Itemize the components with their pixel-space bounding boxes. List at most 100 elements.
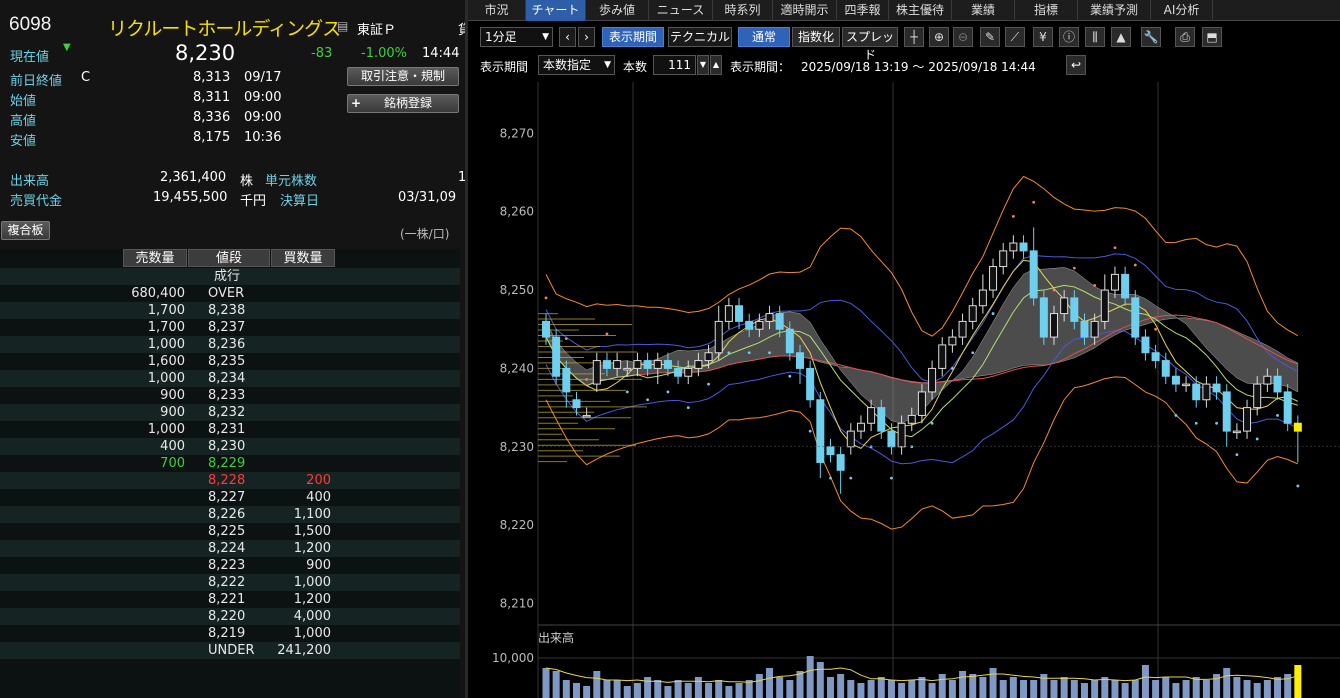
- candle-body[interactable]: [613, 360, 622, 369]
- book-row[interactable]: 1,000 8,236: [0, 336, 460, 353]
- volume-bar[interactable]: [887, 680, 895, 698]
- volume-bar[interactable]: [1040, 674, 1048, 698]
- candle-body[interactable]: [948, 336, 957, 346]
- volume-bar[interactable]: [1080, 683, 1088, 698]
- period-button[interactable]: 表示期間: [602, 27, 664, 47]
- volume-bar[interactable]: [1243, 680, 1251, 698]
- popout-icon[interactable]: ⬒: [1202, 27, 1222, 47]
- volume-bar[interactable]: [674, 680, 682, 698]
- count-input[interactable]: 111: [653, 55, 696, 75]
- volume-bar[interactable]: [766, 668, 774, 698]
- candle-body[interactable]: [1283, 391, 1292, 424]
- candle-body[interactable]: [1253, 383, 1262, 409]
- volume-bar[interactable]: [725, 686, 733, 698]
- volume-bar[interactable]: [786, 680, 794, 698]
- technical-button[interactable]: テクニカル: [668, 27, 732, 47]
- candle-body[interactable]: [1263, 375, 1272, 385]
- candle-body[interactable]: [684, 367, 693, 377]
- volume-bar[interactable]: [969, 674, 977, 698]
- volume-bar[interactable]: [928, 683, 936, 698]
- book-row[interactable]: 8,222 1,000: [0, 574, 460, 591]
- count-up-button[interactable]: ▲: [710, 55, 722, 75]
- candle-body[interactable]: [1293, 422, 1302, 432]
- book-row[interactable]: 8,225 1,500: [0, 523, 460, 540]
- book-row[interactable]: 400 8,230: [0, 438, 460, 455]
- volume-bar[interactable]: [1162, 677, 1170, 698]
- volume-bar[interactable]: [938, 674, 946, 698]
- candle-body[interactable]: [653, 360, 662, 369]
- info-icon[interactable]: ⓘ: [1059, 27, 1079, 47]
- volume-bar[interactable]: [1233, 677, 1241, 698]
- candle-type-icon[interactable]: ⫼: [1085, 27, 1105, 47]
- volume-bar[interactable]: [613, 680, 621, 698]
- volume-bar[interactable]: [603, 680, 611, 698]
- volume-bar[interactable]: [1070, 680, 1078, 698]
- volume-bar[interactable]: [1030, 680, 1038, 698]
- candle-body[interactable]: [887, 430, 896, 448]
- candle-body[interactable]: [1232, 430, 1241, 434]
- candle-body[interactable]: [938, 344, 947, 369]
- volume-bar[interactable]: [654, 680, 662, 698]
- candle-body[interactable]: [704, 352, 713, 362]
- pencil-icon[interactable]: ✎: [980, 27, 1000, 47]
- volume-bar[interactable]: [1050, 680, 1058, 698]
- candle-body[interactable]: [633, 360, 642, 369]
- zoom-in-icon[interactable]: ⊕: [929, 27, 949, 47]
- volume-bar[interactable]: [623, 686, 631, 698]
- volume-bar[interactable]: [633, 683, 641, 698]
- candle-body[interactable]: [735, 305, 744, 322]
- candle-body[interactable]: [572, 399, 581, 409]
- volume-bar[interactable]: [705, 683, 713, 698]
- book-row[interactable]: 1,600 8,235: [0, 353, 460, 370]
- book-row[interactable]: 1,700 8,238: [0, 302, 460, 319]
- candle-body[interactable]: [1202, 383, 1211, 401]
- candle-body[interactable]: [1182, 383, 1191, 387]
- book-row[interactable]: 8,221 1,200: [0, 591, 460, 608]
- candle-body[interactable]: [978, 289, 987, 307]
- index-mode-button[interactable]: 指数化: [792, 27, 840, 47]
- zoom-out-icon[interactable]: ⊖: [953, 27, 973, 47]
- volume-bar[interactable]: [1152, 680, 1160, 698]
- volume-bar[interactable]: [1274, 677, 1282, 698]
- normal-mode-button[interactable]: 通常: [738, 27, 790, 47]
- candle-body[interactable]: [796, 352, 804, 369]
- volume-bar[interactable]: [837, 674, 845, 698]
- candle-body[interactable]: [775, 313, 784, 330]
- candle-body[interactable]: [602, 360, 611, 369]
- next-button[interactable]: ›: [578, 27, 595, 47]
- candle-body[interactable]: [867, 407, 876, 424]
- volume-bar[interactable]: [1101, 677, 1109, 698]
- volume-bar[interactable]: [562, 680, 570, 698]
- candle-body[interactable]: [1171, 375, 1180, 385]
- volume-bar[interactable]: [989, 668, 997, 698]
- volume-bar[interactable]: [1192, 677, 1200, 698]
- book-row[interactable]: 700 8,229: [0, 455, 460, 472]
- candle-body[interactable]: [643, 360, 652, 369]
- volume-bar[interactable]: [1253, 683, 1261, 698]
- volume-bar[interactable]: [826, 677, 834, 698]
- book-row[interactable]: 8,226 1,100: [0, 506, 460, 523]
- book-row[interactable]: 1,700 8,237: [0, 319, 460, 336]
- volume-bar[interactable]: [867, 680, 875, 698]
- wrench-icon[interactable]: 🔧: [1141, 27, 1161, 47]
- candle-body[interactable]: [806, 367, 815, 401]
- area-chart-icon[interactable]: ▲: [1111, 27, 1131, 47]
- candle-body[interactable]: [928, 367, 937, 393]
- candle-body[interactable]: [714, 320, 723, 354]
- volume-bar[interactable]: [1020, 680, 1028, 698]
- candle-body[interactable]: [623, 367, 632, 371]
- volume-bar[interactable]: [959, 671, 967, 698]
- volume-bar[interactable]: [552, 671, 560, 698]
- candle-body[interactable]: [1151, 352, 1160, 362]
- book-row[interactable]: 900 8,232: [0, 404, 460, 421]
- trendline-icon[interactable]: ⟋: [1005, 27, 1025, 47]
- volume-bar[interactable]: [735, 683, 743, 698]
- volume-bar[interactable]: [1284, 674, 1292, 698]
- volume-bar[interactable]: [877, 677, 885, 698]
- candle-body[interactable]: [1121, 273, 1130, 299]
- book-row[interactable]: 8,227 400: [0, 489, 460, 506]
- candle-body[interactable]: [1222, 391, 1231, 432]
- tab-8[interactable]: 株主優待: [889, 0, 952, 21]
- combined-board-button[interactable]: 複合板: [1, 221, 50, 240]
- volume-bar[interactable]: [908, 680, 916, 698]
